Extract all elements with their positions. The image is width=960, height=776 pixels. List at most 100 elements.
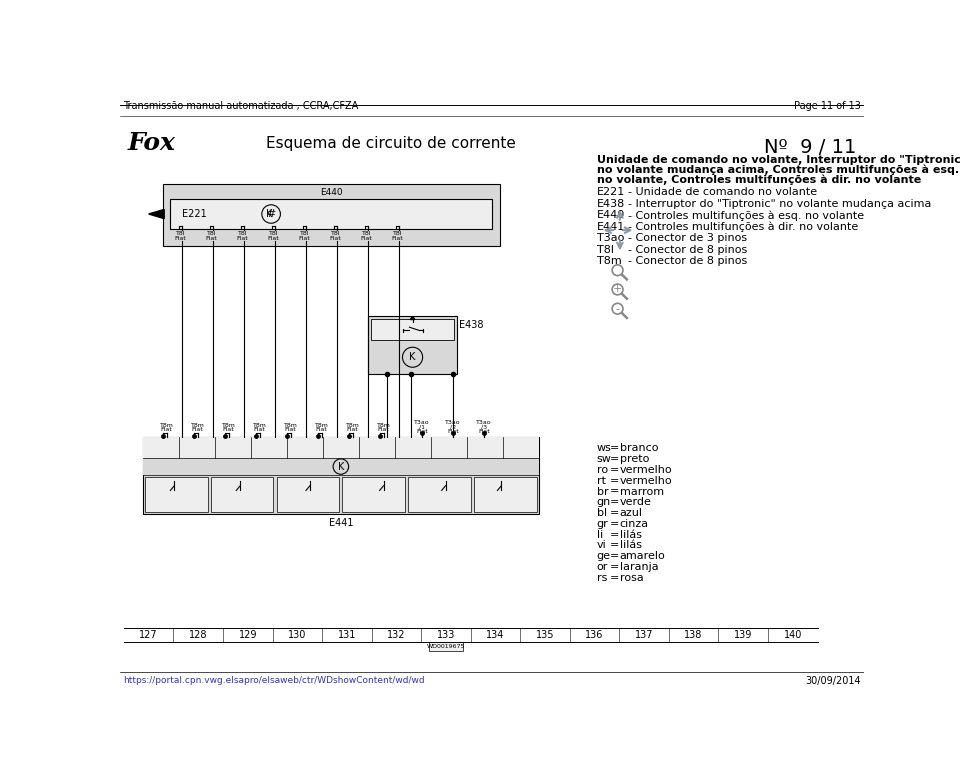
Text: Fox: Fox bbox=[128, 131, 176, 155]
Text: https://portal.cpn.vwg.elsapro/elsaweb/ctr/WDshowContent/wd/wd: https://portal.cpn.vwg.elsapro/elsaweb/c… bbox=[123, 676, 424, 685]
Text: branco: branco bbox=[620, 443, 659, 453]
Text: 131: 131 bbox=[338, 630, 356, 640]
Text: 137: 137 bbox=[635, 630, 654, 640]
Text: Transmissão manual automatizada , CCRA,CFZA: Transmissão manual automatizada , CCRA,C… bbox=[123, 101, 358, 111]
Text: - Interruptor do "Tiptronic" no volante mudança acima: - Interruptor do "Tiptronic" no volante … bbox=[628, 199, 931, 209]
Text: Flat: Flat bbox=[447, 429, 459, 434]
Text: T8m: T8m bbox=[191, 423, 204, 428]
Text: li: li bbox=[596, 530, 603, 540]
Text: 133: 133 bbox=[437, 630, 455, 640]
Text: =: = bbox=[610, 562, 619, 572]
Text: =: = bbox=[610, 465, 619, 475]
Text: T8m: T8m bbox=[283, 423, 298, 428]
Text: 127: 127 bbox=[139, 630, 158, 640]
Text: T8m: T8m bbox=[159, 423, 174, 428]
Text: rt: rt bbox=[596, 476, 606, 486]
Bar bbox=[143, 458, 539, 475]
Text: =: = bbox=[610, 541, 619, 550]
Text: bl: bl bbox=[596, 508, 607, 518]
Text: rosa: rosa bbox=[620, 573, 643, 583]
Bar bbox=[162, 184, 500, 245]
Bar bbox=[372, 319, 454, 341]
Bar bbox=[408, 476, 471, 512]
Text: =: = bbox=[610, 443, 619, 453]
Text: - Conector de 8 pinos: - Conector de 8 pinos bbox=[628, 244, 747, 255]
Text: WD0019675: WD0019675 bbox=[427, 644, 465, 650]
Text: vi: vi bbox=[596, 541, 607, 550]
Text: Flat: Flat bbox=[284, 428, 297, 432]
Text: Flat: Flat bbox=[175, 236, 186, 241]
Text: #: # bbox=[267, 209, 276, 219]
Text: marrom: marrom bbox=[620, 487, 664, 497]
Text: /3: /3 bbox=[481, 424, 488, 429]
Text: laranja: laranja bbox=[620, 562, 659, 572]
Text: -: - bbox=[615, 303, 619, 314]
Text: E440: E440 bbox=[320, 188, 343, 197]
Text: E441: E441 bbox=[328, 518, 353, 528]
Bar bbox=[145, 476, 207, 512]
Bar bbox=[276, 476, 339, 512]
Text: T8m: T8m bbox=[596, 256, 621, 266]
Text: lilás: lilás bbox=[620, 541, 642, 550]
Text: T8m: T8m bbox=[376, 423, 391, 428]
Text: Flat: Flat bbox=[377, 428, 390, 432]
Text: T8l: T8l bbox=[300, 231, 309, 236]
Text: T8l: T8l bbox=[176, 231, 185, 236]
Text: 139: 139 bbox=[734, 630, 753, 640]
Polygon shape bbox=[149, 210, 164, 219]
Text: T3ao: T3ao bbox=[596, 234, 624, 243]
Text: - Unidade de comando no volante: - Unidade de comando no volante bbox=[628, 187, 817, 197]
Text: =: = bbox=[610, 530, 619, 540]
Text: 132: 132 bbox=[387, 630, 406, 640]
Text: - Conector de 3 pinos: - Conector de 3 pinos bbox=[628, 234, 747, 243]
Bar bbox=[474, 476, 537, 512]
Text: 135: 135 bbox=[536, 630, 554, 640]
Text: /2: /2 bbox=[450, 424, 456, 429]
Bar bbox=[210, 476, 274, 512]
Text: Flat: Flat bbox=[205, 236, 217, 241]
Text: T8l: T8l bbox=[362, 231, 372, 236]
Text: cinza: cinza bbox=[620, 519, 649, 529]
Text: T8m: T8m bbox=[252, 423, 267, 428]
Text: Flat: Flat bbox=[160, 428, 173, 432]
Text: gr: gr bbox=[596, 519, 609, 529]
Text: Flat: Flat bbox=[347, 428, 358, 432]
Text: vermelho: vermelho bbox=[620, 476, 673, 486]
Text: ro: ro bbox=[596, 465, 608, 475]
Text: E440: E440 bbox=[596, 210, 625, 220]
Text: Unidade de comando no volante, Interruptor do "Tiptronic": Unidade de comando no volante, Interrupt… bbox=[596, 154, 960, 165]
Text: Flat: Flat bbox=[223, 428, 234, 432]
Text: no volante, Controles multifunções à dir. no volante: no volante, Controles multifunções à dir… bbox=[596, 175, 921, 185]
Text: +: + bbox=[612, 285, 622, 294]
Polygon shape bbox=[410, 317, 415, 320]
Bar bbox=[368, 317, 457, 374]
Text: lilás: lilás bbox=[620, 530, 642, 540]
Text: T8m: T8m bbox=[346, 423, 359, 428]
Text: T8l: T8l bbox=[393, 231, 402, 236]
Text: E441: E441 bbox=[596, 222, 625, 232]
Text: =: = bbox=[610, 454, 619, 464]
Text: 130: 130 bbox=[288, 630, 306, 640]
Text: Esquema de circuito de corrente: Esquema de circuito de corrente bbox=[266, 136, 516, 151]
Text: T3ao: T3ao bbox=[445, 420, 461, 424]
Bar bbox=[143, 437, 539, 514]
Text: =: = bbox=[610, 487, 619, 497]
Text: =: = bbox=[610, 519, 619, 529]
Text: 30/09/2014: 30/09/2014 bbox=[805, 676, 861, 686]
Text: E221: E221 bbox=[596, 187, 625, 197]
Text: Flat: Flat bbox=[392, 236, 403, 241]
Text: K: K bbox=[266, 209, 273, 219]
Text: 128: 128 bbox=[189, 630, 207, 640]
Text: T8l: T8l bbox=[238, 231, 248, 236]
Text: /1: /1 bbox=[420, 424, 425, 429]
Text: preto: preto bbox=[620, 454, 649, 464]
Text: ws: ws bbox=[596, 443, 612, 453]
Text: Flat: Flat bbox=[268, 236, 279, 241]
Text: - Controles multifunções à esq. no volante: - Controles multifunções à esq. no volan… bbox=[628, 210, 864, 220]
Text: Flat: Flat bbox=[478, 429, 491, 434]
Text: T8m: T8m bbox=[222, 423, 235, 428]
Text: Flat: Flat bbox=[329, 236, 342, 241]
Text: vermelho: vermelho bbox=[620, 465, 673, 475]
Text: T3ao: T3ao bbox=[415, 420, 430, 424]
Text: T8l: T8l bbox=[330, 231, 340, 236]
